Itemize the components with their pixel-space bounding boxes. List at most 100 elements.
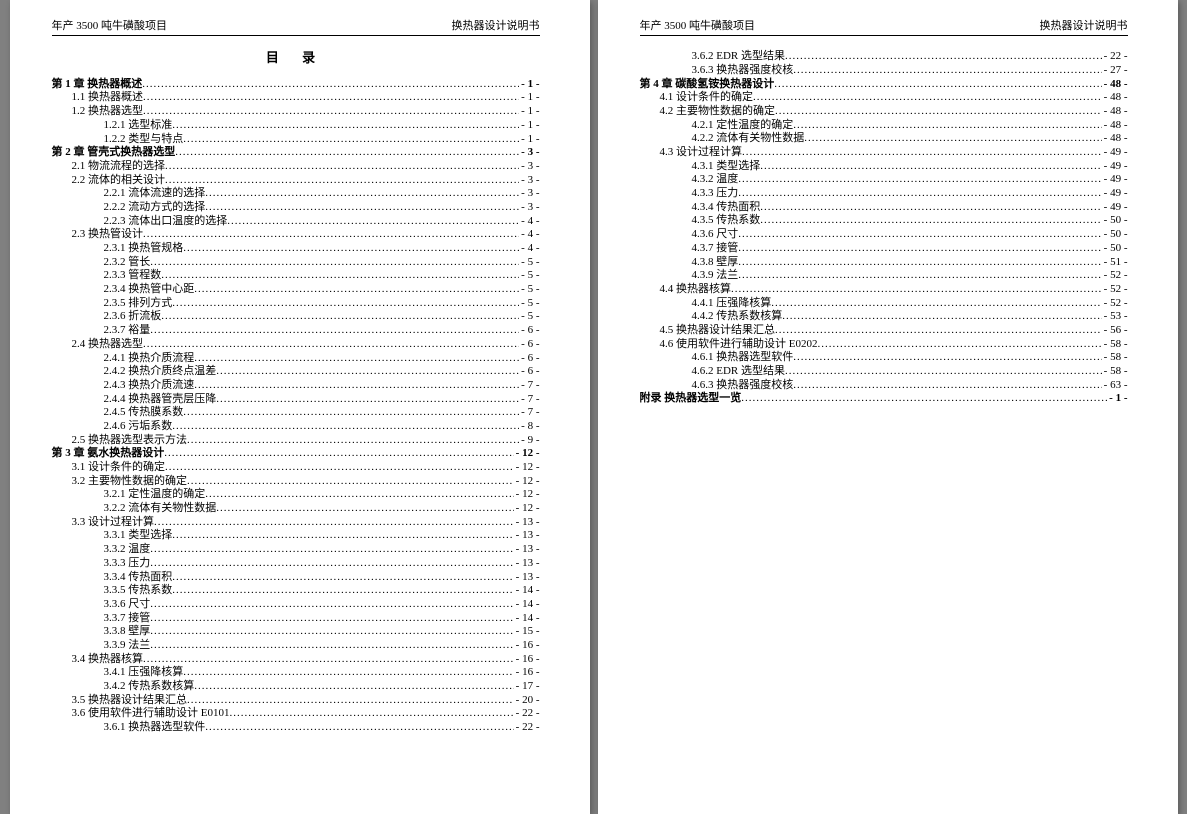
toc-entry-label: 3.3.4 传热面积 (104, 571, 173, 584)
toc-entry-page: - 4 - (519, 242, 539, 255)
toc-leader-dots (194, 352, 519, 365)
toc-entry-page: - 49 - (1102, 160, 1128, 173)
toc-entry-page: - 5 - (519, 256, 539, 269)
header-right: 换热器设计说明书 (1040, 20, 1128, 33)
toc-entry-page: - 52 - (1102, 283, 1128, 296)
toc-leader-dots (804, 132, 1101, 145)
page-header: 年产 3500 吨牛磺酸项目 换热器设计说明书 (640, 20, 1128, 36)
toc-entry: 4.3.8 壁厚 - 51 - (640, 256, 1128, 269)
toc-entry: 3.3.4 传热面积- 13 - (52, 571, 540, 584)
toc-entry: 第 4 章 碳酸氢铵换热器设计- 48 - (640, 78, 1128, 91)
toc-entry: 3.3.6 尺寸 - 14 - (52, 598, 540, 611)
toc-entry: 4.3.2 温度- 49 - (640, 173, 1128, 186)
toc-leader-dots (150, 625, 513, 638)
toc-entry-label: 4.3.5 传热系数 (692, 214, 761, 227)
toc-entry-label: 2.3.1 换热管规格 (104, 242, 184, 255)
toc-leader-dots (738, 242, 1101, 255)
toc-entry: 3.3.8 壁厚- 15 - (52, 625, 540, 638)
toc-entry-label: 3.3.5 传热系数 (104, 584, 173, 597)
toc-entry-page: - 6 - (519, 338, 539, 351)
toc-entry-label: 3.4 换热器核算 (72, 653, 144, 666)
toc-entry-page: - 48 - (1102, 105, 1128, 118)
toc-leader-dots (742, 146, 1102, 159)
toc-entry-page: - 5 - (519, 283, 539, 296)
toc-leader-dots (785, 365, 1102, 378)
toc-entry-label: 3.3.7 接管 (104, 612, 151, 625)
toc-entry: 附录 换热器选型一览- 1 - (640, 392, 1128, 405)
page-spread: 年产 3500 吨牛磺酸项目 换热器设计说明书 目 录 第 1 章 换热器概述-… (10, 0, 1178, 814)
toc-leader-dots (172, 584, 513, 597)
toc-entry-label: 3.6.3 换热器强度校核 (692, 64, 794, 77)
toc-entry-page: - 7 - (519, 406, 539, 419)
toc-entry-page: - 13 - (514, 557, 540, 570)
toc-entry-label: 4.3.1 类型选择 (692, 160, 761, 173)
toc-entry-label: 4.3.7 接管 (692, 242, 739, 255)
toc-entry-label: 1.2.1 选型标准 (104, 119, 173, 132)
toc-entry-page: - 51 - (1102, 256, 1128, 269)
toc-leader-dots (738, 256, 1101, 269)
toc-leader-dots (142, 78, 519, 91)
toc-leader-dots (782, 310, 1101, 323)
toc-entry-page: - 14 - (514, 612, 540, 625)
toc-entry-label: 4.3.8 壁厚 (692, 256, 739, 269)
toc-entry-label: 4.6 使用软件进行辅助设计 E0202 (660, 338, 818, 351)
toc-entry: 3.3.9 法兰- 16 - (52, 639, 540, 652)
toc-entry: 2.4.6 污垢系数- 8 - (52, 420, 540, 433)
toc-entry-page: - 9 - (519, 434, 539, 447)
toc-entry-label: 2.3 换热管设计 (72, 228, 144, 241)
toc-leader-dots (150, 324, 519, 337)
toc-entry: 3.3.3 压力 - 13 - (52, 557, 540, 570)
toc-entry: 2.4.3 换热介质流速- 7 - (52, 379, 540, 392)
toc-entry-page: - 56 - (1102, 324, 1128, 337)
toc-entry-label: 2.2 流体的相关设计 (72, 174, 166, 187)
toc-entry-page: - 49 - (1102, 201, 1128, 214)
toc-leader-dots (165, 461, 514, 474)
toc-entry-label: 2.2.2 流动方式的选择 (104, 201, 206, 214)
toc-entry: 3.6 使用软件进行辅助设计 E0101- 22 - (52, 707, 540, 720)
toc-leader-dots (175, 146, 519, 159)
toc-entry-label: 3.3.3 压力 (104, 557, 151, 570)
header-left: 年产 3500 吨牛磺酸项目 (52, 20, 168, 33)
toc-leader-dots (161, 310, 519, 323)
toc-leader-dots (143, 338, 519, 351)
toc-entry: 3.2 主要物性数据的确定- 12 - (52, 475, 540, 488)
toc-entry-label: 2.2.3 流体出口温度的选择 (104, 215, 228, 228)
toc-entry-page: - 48 - (1102, 78, 1128, 91)
toc-leader-dots (774, 78, 1101, 91)
toc-entry: 4.6 使用软件进行辅助设计 E0202- 58 - (640, 338, 1128, 351)
toc-leader-dots (150, 557, 513, 570)
toc-entry-label: 4.3.6 尺寸 (692, 228, 739, 241)
toc-entry-label: 3.3.6 尺寸 (104, 598, 151, 611)
toc-entry-label: 2.3.6 折流板 (104, 310, 162, 323)
toc-entry: 2.3.1 换热管规格 - 4 - (52, 242, 540, 255)
toc-entry-label: 2.2.1 流体流速的选择 (104, 187, 206, 200)
toc-leader-dots (143, 91, 519, 104)
toc-entry-label: 3.3.1 类型选择 (104, 529, 173, 542)
toc-entry: 3.5 换热器设计结果汇总- 20 - (52, 694, 540, 707)
toc-leader-dots (793, 379, 1101, 392)
toc-entry-page: - 14 - (514, 598, 540, 611)
toc-entry: 4.3.6 尺寸- 50 - (640, 228, 1128, 241)
toc-entry-page: - 3 - (519, 201, 539, 214)
toc-leader-dots (183, 406, 519, 419)
toc-entry: 3.4 换热器核算- 16 - (52, 653, 540, 666)
toc-entry-page: - 49 - (1102, 146, 1128, 159)
toc-leader-dots (793, 351, 1101, 364)
toc-entry-page: - 63 - (1102, 379, 1128, 392)
toc-entry-label: 3.3.9 法兰 (104, 639, 151, 652)
toc-entry: 4.3.3 压力- 49 - (640, 187, 1128, 200)
toc-leader-dots (753, 91, 1102, 104)
toc-entry: 4.4.2 传热系数核算- 53 - (640, 310, 1128, 323)
toc-entry-label: 2.3.4 换热管中心距 (104, 283, 195, 296)
toc-leader-dots (760, 201, 1101, 214)
toc-leader-dots (143, 653, 514, 666)
toc-entry-label: 4.2.1 定性温度的确定 (692, 119, 794, 132)
toc-entry-label: 2.3.3 管程数 (104, 269, 162, 282)
toc-leader-dots (183, 666, 513, 679)
toc-entry: 4.1 设计条件的确定- 48 - (640, 91, 1128, 104)
toc-entry: 3.1 设计条件的确定- 12 - (52, 461, 540, 474)
toc-leader-dots (205, 201, 519, 214)
toc-entry-page: - 1 - (1107, 392, 1127, 405)
toc-entry-label: 4.3.9 法兰 (692, 269, 739, 282)
toc-entry-page: - 22 - (1102, 50, 1128, 63)
